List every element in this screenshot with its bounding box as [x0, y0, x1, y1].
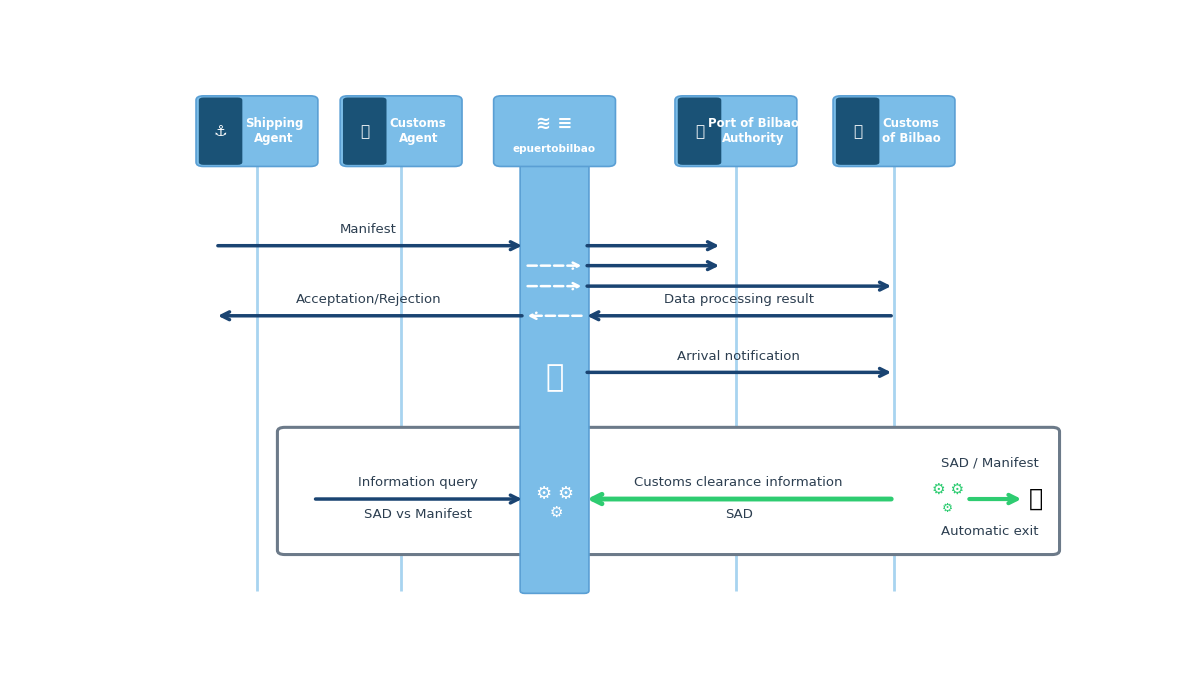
FancyBboxPatch shape: [277, 427, 1060, 554]
Text: Information query: Information query: [358, 476, 478, 489]
FancyBboxPatch shape: [199, 97, 242, 165]
Text: Arrival notification: Arrival notification: [677, 350, 800, 363]
Text: ≋ ≡: ≋ ≡: [536, 115, 572, 133]
FancyBboxPatch shape: [836, 97, 880, 165]
Text: ⚙ ⚙: ⚙ ⚙: [535, 484, 574, 503]
Text: Acceptation/Rejection: Acceptation/Rejection: [295, 293, 442, 306]
FancyBboxPatch shape: [343, 97, 386, 165]
Text: ⚓: ⚓: [214, 124, 227, 139]
Text: Customs clearance information: Customs clearance information: [635, 476, 842, 489]
FancyBboxPatch shape: [678, 97, 721, 165]
Text: 🏛: 🏛: [853, 124, 862, 139]
Text: ⚙: ⚙: [942, 502, 954, 515]
FancyBboxPatch shape: [196, 96, 318, 167]
Text: Shipping
Agent: Shipping Agent: [245, 117, 304, 145]
Text: Customs
Agent: Customs Agent: [390, 117, 446, 145]
Text: SAD: SAD: [725, 508, 752, 521]
Text: ⚙: ⚙: [545, 505, 564, 520]
Text: Data processing result: Data processing result: [664, 293, 814, 306]
Text: ⚙ ⚙: ⚙ ⚙: [932, 482, 964, 497]
Text: SAD vs Manifest: SAD vs Manifest: [364, 508, 472, 521]
FancyBboxPatch shape: [493, 96, 616, 167]
Text: Ⓑ: Ⓑ: [695, 124, 704, 139]
Text: epuertobilbao: epuertobilbao: [512, 144, 596, 153]
Text: 🚛: 🚛: [1030, 487, 1043, 511]
Text: Customs
of Bilbao: Customs of Bilbao: [882, 117, 941, 145]
Text: Manifest: Manifest: [340, 223, 397, 236]
FancyBboxPatch shape: [340, 96, 462, 167]
Text: Port of Bilbao
Authority: Port of Bilbao Authority: [708, 117, 798, 145]
FancyBboxPatch shape: [520, 157, 589, 594]
Text: ⛴: ⛴: [546, 363, 564, 392]
FancyBboxPatch shape: [833, 96, 955, 167]
FancyBboxPatch shape: [674, 96, 797, 167]
Text: 📄: 📄: [360, 124, 370, 139]
Text: SAD / Manifest: SAD / Manifest: [941, 456, 1039, 470]
Text: Automatic exit: Automatic exit: [941, 525, 1038, 538]
